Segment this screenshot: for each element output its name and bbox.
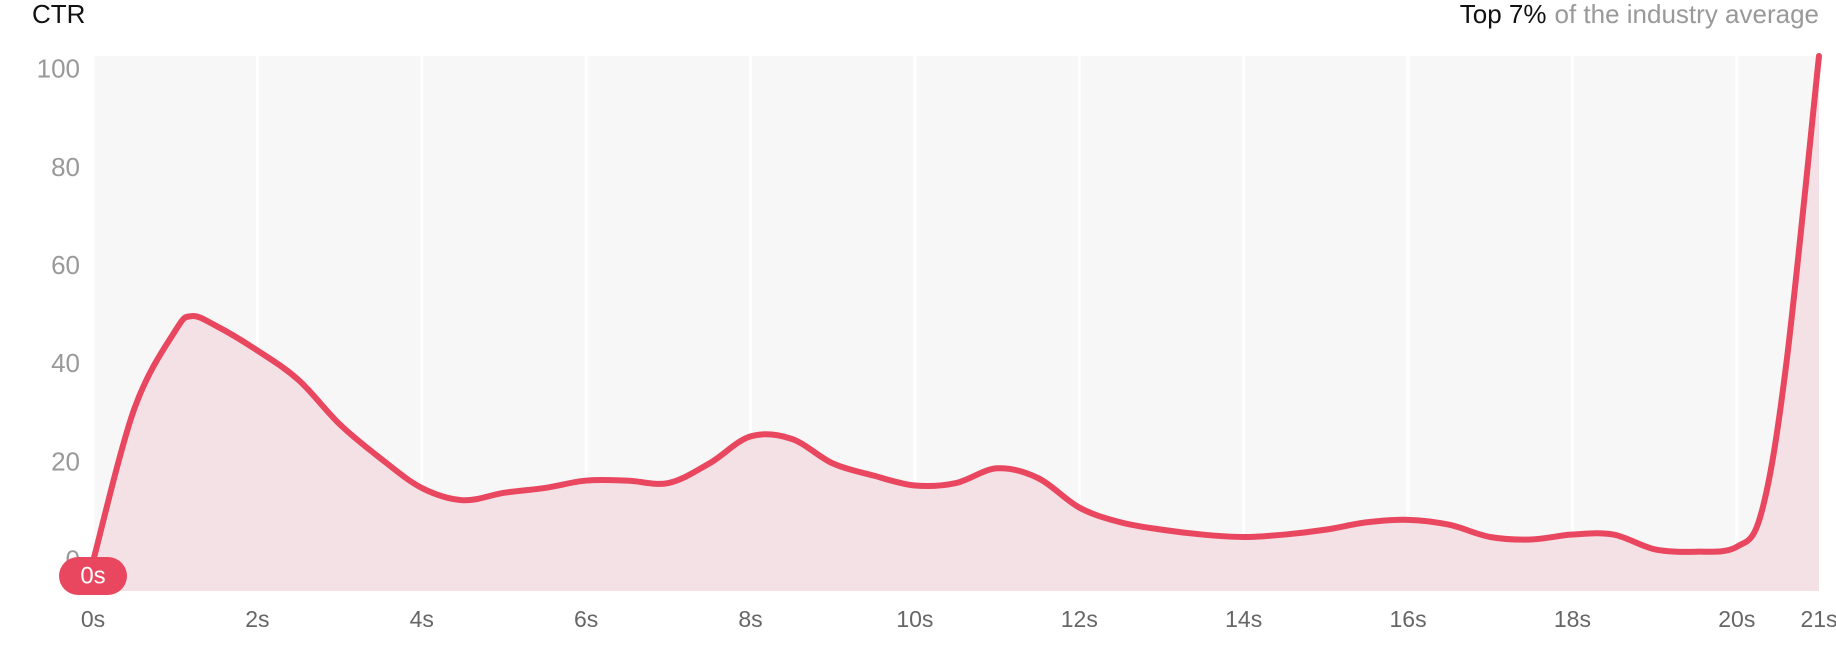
- x-tick-label: 12s: [1061, 606, 1098, 632]
- x-tick-label: 16s: [1390, 606, 1427, 632]
- y-tick-label: 100: [37, 54, 80, 84]
- x-tick-label: 0s: [81, 606, 105, 632]
- position-marker-label: 0s: [80, 562, 105, 589]
- position-marker: [59, 557, 127, 595]
- y-tick-label: 20: [51, 446, 80, 476]
- x-tick-label: 10s: [896, 606, 933, 632]
- x-tick-label: 4s: [410, 606, 434, 632]
- x-tick-label: 20s: [1718, 606, 1755, 632]
- x-tick-label: 21s: [1800, 606, 1836, 632]
- y-tick-label: 40: [51, 348, 80, 378]
- x-tick-label: 2s: [245, 606, 269, 632]
- y-tick-label: 80: [51, 152, 80, 182]
- subtitle-text: of the industry average: [1555, 0, 1820, 29]
- x-tick-label: 8s: [738, 606, 762, 632]
- x-tick-label: 18s: [1554, 606, 1591, 632]
- y-tick-label: 60: [51, 250, 80, 280]
- x-tick-label: 14s: [1225, 606, 1262, 632]
- x-tick-label: 6s: [574, 606, 598, 632]
- chart-subtitle: Top 7% of the industry average: [1460, 0, 1819, 29]
- chart-title: CTR: [32, 0, 85, 29]
- line: [90, 53, 1822, 565]
- subtitle-highlight: Top 7%: [1460, 0, 1547, 29]
